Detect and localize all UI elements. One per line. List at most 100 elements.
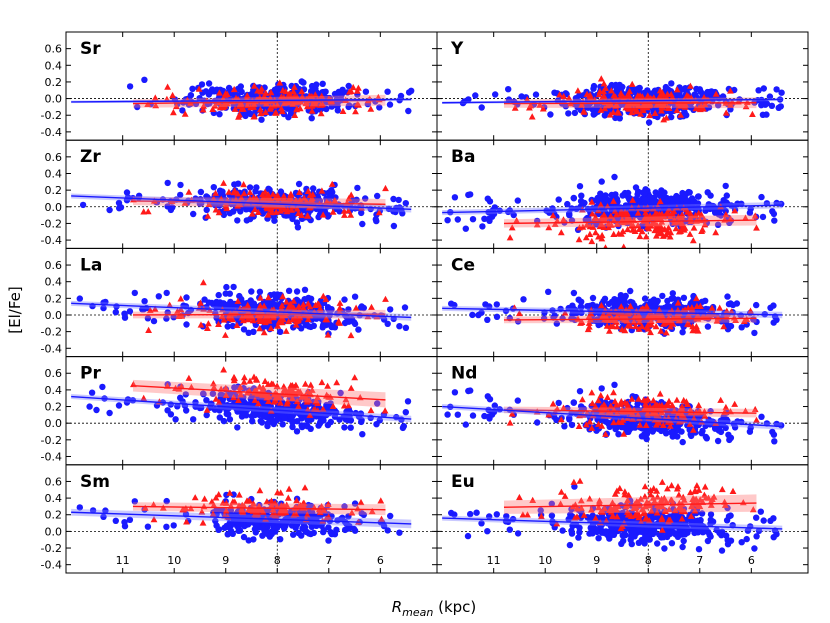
thin-disc-point: [679, 329, 686, 336]
thick-disc-point: [688, 306, 696, 313]
thin-disc-point: [240, 326, 248, 333]
thick-disc-point: [644, 220, 651, 227]
panel-nd: Nd: [436, 356, 809, 466]
thick-disc-point: [681, 103, 689, 110]
thick-disc-point: [340, 207, 348, 214]
thin-disc-point: [265, 185, 272, 192]
y-tick-label: -0.4: [41, 234, 62, 247]
thin-disc-point: [553, 320, 560, 327]
thick-disc-point: [203, 406, 211, 413]
thick-disc-point: [656, 92, 664, 99]
thick-disc-point: [226, 314, 233, 322]
y-axis-label: [El/Fe]: [6, 286, 24, 333]
thick-disc-point: [317, 110, 325, 117]
y-tick-label: 0.0: [45, 93, 63, 106]
thick-disc-point: [663, 93, 670, 101]
thick-disc-point: [672, 225, 680, 232]
thick-disc-point: [210, 196, 218, 203]
thick-disc-point: [664, 209, 672, 216]
thin-disc-point: [226, 210, 234, 217]
thin-disc-point: [179, 398, 186, 405]
thin-disc-point: [551, 89, 558, 96]
thick-disc-point: [274, 322, 282, 329]
thick-disc-point: [727, 87, 734, 94]
thick-disc-point: [610, 389, 617, 396]
element-label: Y: [450, 39, 464, 59]
thick-disc-point: [652, 323, 660, 330]
thick-disc-point: [598, 231, 606, 239]
thin-disc-point: [390, 222, 398, 230]
thin-disc-point: [658, 427, 665, 435]
panel-plot-area: [66, 356, 437, 465]
thick-disc-point: [261, 391, 269, 398]
y-tick-label: 0.6: [45, 43, 63, 56]
thick-disc-point: [170, 109, 177, 116]
thin-disc-point: [727, 106, 734, 113]
thin-disc-point: [304, 423, 311, 430]
thick-disc-point: [331, 197, 339, 204]
thick-disc-point: [597, 220, 605, 227]
thick-disc-point: [642, 209, 649, 216]
thick-disc-point: [539, 105, 547, 112]
thick-disc-point: [235, 396, 242, 403]
thick-disc-point: [588, 389, 596, 396]
thin-disc-point: [121, 314, 129, 321]
thick-disc-point: [291, 83, 298, 90]
thick-disc-point: [597, 201, 605, 208]
thin-disc-point: [155, 293, 162, 300]
thick-disc-point: [250, 113, 258, 120]
thin-disc-point: [223, 283, 230, 291]
thick-disc-point: [583, 221, 591, 228]
thin-disc-point: [190, 210, 197, 218]
thin-disc-point: [763, 100, 770, 107]
thin-disc-point: [723, 192, 730, 199]
thin-disc-point: [317, 314, 324, 321]
thin-disc-point: [256, 288, 264, 295]
thick-disc-point: [661, 226, 669, 233]
thin-disc-point: [402, 200, 409, 207]
thin-disc-point: [724, 293, 731, 300]
thick-disc-point: [598, 422, 606, 429]
thin-disc-point: [402, 409, 409, 416]
thick-disc-point: [250, 373, 258, 380]
thick-disc-point: [556, 91, 563, 98]
thin-disc-point: [715, 102, 722, 109]
thick-disc-point: [169, 91, 176, 99]
thin-disc-point: [604, 419, 612, 426]
thin-disc-point: [93, 406, 100, 414]
thin-disc-point: [612, 425, 619, 433]
thin-disc-point: [226, 290, 233, 297]
thick-disc-point: [164, 83, 171, 90]
y-tick-label: -0.2: [41, 434, 62, 447]
thick-disc-point: [689, 237, 697, 244]
thick-disc-point: [635, 395, 642, 402]
thin-disc-point: [345, 103, 352, 111]
thin-disc-point: [621, 300, 628, 308]
thin-disc-point: [324, 213, 332, 220]
y-tick-label: -0.4: [41, 126, 62, 139]
thin-disc-point: [328, 530, 335, 538]
thin-disc-point: [262, 530, 269, 537]
thin-disc-point: [308, 115, 315, 122]
thin-disc-point: [465, 96, 472, 103]
thin-disc-point: [106, 206, 113, 214]
thick-disc-point: [578, 101, 586, 108]
thin-disc-point: [686, 189, 693, 196]
thick-disc-point: [250, 82, 258, 89]
thin-disc-point: [339, 86, 346, 94]
thick-disc-point: [336, 299, 344, 306]
y-tick-label: 0.4: [45, 276, 63, 289]
thin-disc-point: [576, 388, 584, 395]
thin-disc-point: [248, 288, 255, 295]
thick-disc-point: [631, 312, 639, 319]
thin-disc-point: [170, 522, 177, 529]
thin-disc-point: [484, 393, 491, 400]
thin-disc-point: [327, 193, 334, 200]
thick-disc-point: [644, 405, 652, 412]
thin-disc-point: [758, 193, 765, 201]
thick-disc-point: [263, 203, 271, 210]
thick-disc-point: [319, 405, 327, 412]
thick-disc-point: [273, 192, 281, 199]
thin-disc-point: [668, 80, 675, 87]
element-label: Ba: [451, 147, 475, 167]
